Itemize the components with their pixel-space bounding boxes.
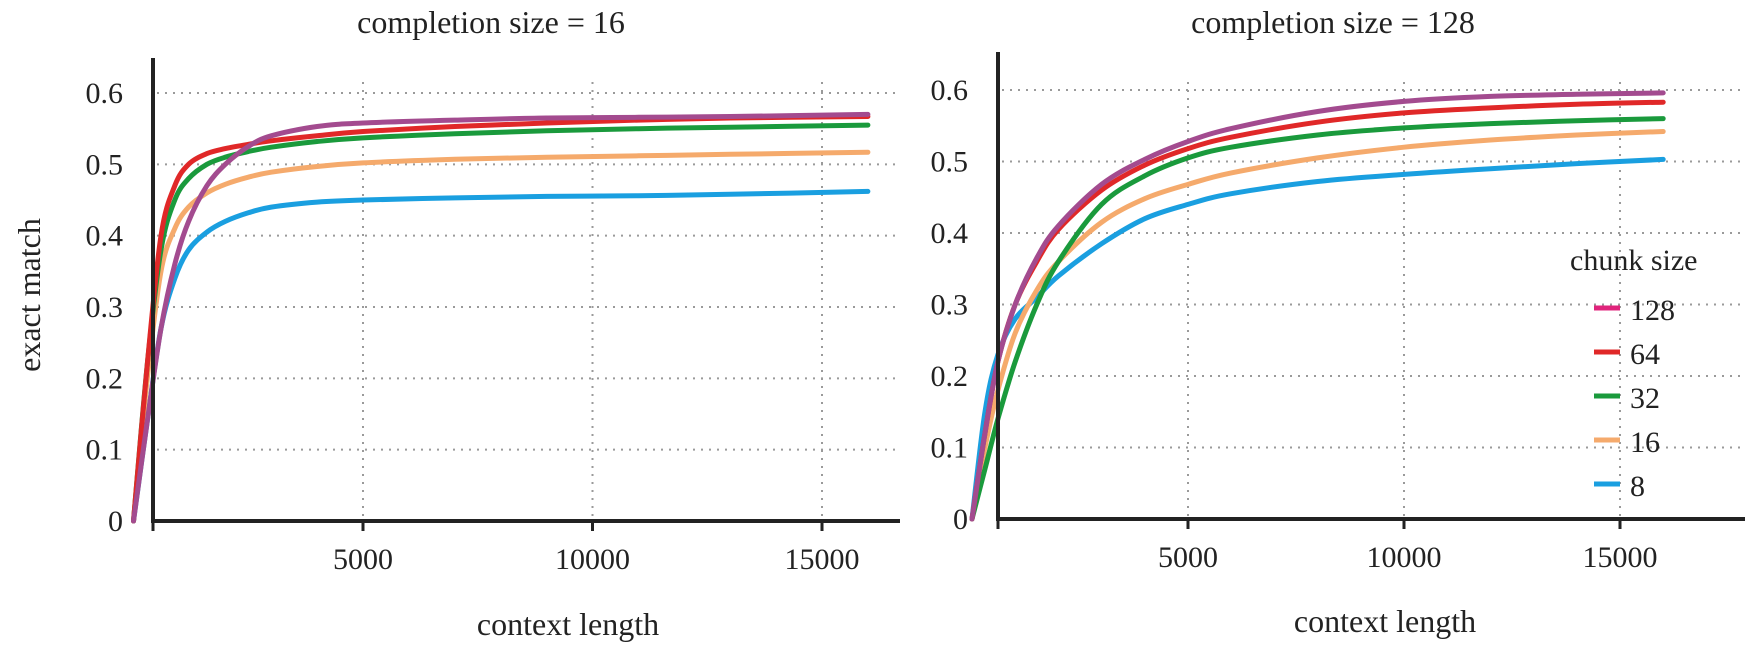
y-tick-label: 0.4	[931, 217, 969, 250]
y-tick-label: 0.1	[86, 434, 124, 467]
y-tick-label: 0.2	[931, 360, 969, 393]
legend-label-32: 32	[1630, 382, 1660, 415]
y-tick-label: 0.6	[931, 74, 969, 107]
series-line-chunk-32	[131, 122, 871, 524]
y-tick-label: 0.5	[931, 146, 969, 179]
y-tick-label: 0.1	[931, 432, 969, 465]
series-line-chunk-128	[131, 111, 871, 524]
legend: chunk size 128 64 32 16 8	[1570, 244, 1697, 503]
y-tick-label: 0.3	[931, 289, 969, 322]
y-tick-label: 0.6	[86, 77, 124, 110]
series-line-chunk-64	[131, 114, 871, 524]
series-line-chunk-16	[131, 149, 871, 524]
x-tick-label: 10000	[555, 543, 630, 576]
x-axis-label: context length	[477, 606, 659, 642]
legend-label-64: 64	[1630, 338, 1660, 371]
x-axis-label: context length	[1294, 603, 1476, 639]
y-tick-label: 0	[953, 503, 968, 536]
y-tick-label: 0.3	[86, 291, 124, 324]
y-tick-label: 0.4	[86, 220, 124, 253]
y-tick-label: 0	[108, 505, 123, 538]
legend-label-128: 128	[1630, 294, 1675, 327]
x-tick-label: 5000	[1158, 541, 1218, 574]
legend-title: chunk size	[1570, 244, 1697, 277]
chart-panel-completion-128: completion size = 128 0 0.1 0.2 0.3 0.4 0.5 0.…	[931, 4, 1745, 639]
chart-title: completion size = 16	[357, 4, 625, 40]
y-tick-label: 0.2	[86, 362, 124, 395]
y-axis-label: exact match	[11, 218, 47, 372]
legend-label-8: 8	[1630, 470, 1645, 503]
series-line-chunk-32	[969, 116, 1666, 522]
series-line-chunk-16	[969, 129, 1666, 522]
chart-panel-completion-16: completion size = 16 0 0.1 0.2 0.3 0.4 0.5 0.6…	[11, 4, 900, 642]
x-tick-label: 5000	[333, 543, 393, 576]
x-tick-label: 15000	[785, 543, 860, 576]
chart-title: completion size = 128	[1191, 4, 1475, 40]
series-line-chunk-128	[969, 90, 1666, 522]
series-line-chunk-8	[131, 188, 871, 524]
legend-label-16: 16	[1630, 426, 1660, 459]
x-tick-label: 15000	[1583, 541, 1658, 574]
x-tick-label: 10000	[1367, 541, 1442, 574]
y-tick-label: 0.5	[86, 148, 124, 181]
